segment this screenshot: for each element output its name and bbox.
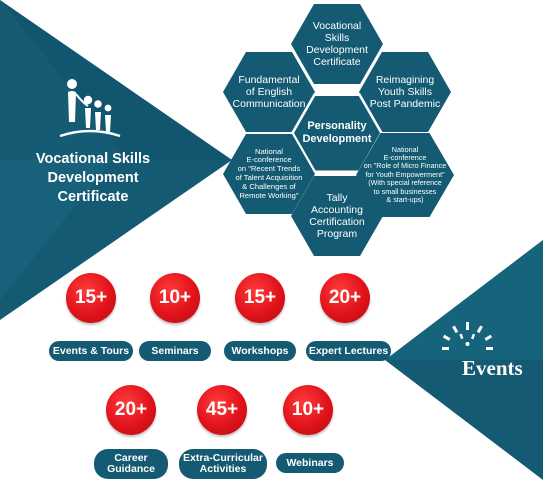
hex-english-communication-text: Fundamental of English Communication (232, 74, 306, 110)
hex-micro-finance-text: National E-conference on "Role of Micro … (363, 144, 447, 205)
brand-title-line-2: Development (47, 170, 139, 186)
hex-personality-text: Personality Development (302, 120, 372, 145)
stat-circle-career-guidance: 20+ (106, 385, 156, 435)
stat-label-workshops: Workshops (224, 341, 296, 361)
events-logo-text: Events (462, 356, 523, 380)
stat-circle-workshops: 15+ (235, 273, 285, 323)
hex-tally-accounting: Tally Accounting Certification Program (291, 176, 383, 256)
stat-circle-extra-curricular: 45+ (197, 385, 247, 435)
stat-circle-seminars: 10+ (150, 273, 200, 323)
brand-title: Vocational Skills Development Certificat… (18, 150, 168, 207)
brand-title-line-3: Certificate (57, 189, 129, 205)
hex-personality-inner: Personality Development (294, 95, 380, 171)
stat-label-seminars: Seminars (139, 341, 211, 361)
stat-circle-events-tours: 15+ (66, 273, 116, 323)
hex-vocational-skills-text: Vocational Skills Development Certificat… (306, 20, 368, 68)
hex-talent-acquisition-text: National E-conference on "Recent Trends … (235, 146, 303, 200)
stat-label-events-tours: Events & Tours (49, 341, 133, 361)
stat-label-career-guidance: Career Guidance (94, 449, 168, 479)
stat-circle-expert-lectures: 20+ (320, 273, 370, 323)
stat-label-extra-curricular: Extra-Curricular Activities (179, 449, 267, 479)
brand-title-line-1: Vocational Skills (35, 151, 151, 167)
events-burst-icon (442, 322, 493, 350)
hex-youth-skills-text: Reimagining Youth Skills Post Pandemic (369, 74, 441, 110)
stat-label-expert-lectures: Expert Lectures (306, 341, 391, 361)
people-logo-icon (59, 79, 121, 138)
hex-vocational-skills: Vocational Skills Development Certificat… (291, 4, 383, 84)
hex-personality-development: Personality Development (291, 93, 383, 173)
hex-tally-accounting-text: Tally Accounting Certification Program (309, 192, 365, 240)
stat-label-webinars: Webinars (276, 453, 344, 473)
stat-circle-webinars: 10+ (283, 385, 333, 435)
